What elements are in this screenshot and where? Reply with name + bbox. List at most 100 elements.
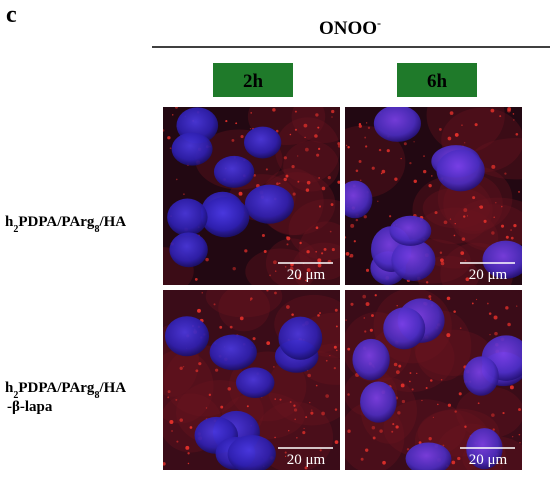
- speckle: [454, 223, 456, 225]
- cytoplasm: [426, 107, 505, 153]
- speckle: [284, 451, 287, 454]
- column-box: [397, 63, 477, 97]
- speckle: [317, 126, 320, 129]
- speckle: [337, 144, 340, 148]
- speckle: [266, 341, 271, 345]
- speckle: [442, 444, 445, 447]
- speckle: [347, 393, 350, 396]
- nucleus: [201, 197, 250, 238]
- speckle: [512, 119, 515, 121]
- row-label-subscript: 2: [13, 390, 18, 401]
- speckle: [371, 166, 375, 170]
- speckle: [504, 172, 507, 175]
- speckle: [446, 296, 451, 301]
- cytoplasm: [458, 204, 522, 252]
- speckle: [365, 302, 370, 307]
- speckle: [205, 257, 209, 262]
- cytoplasm: [383, 399, 467, 458]
- speckle: [499, 115, 502, 118]
- speckle: [518, 190, 521, 193]
- speckle: [335, 441, 337, 443]
- speckle: [306, 180, 311, 185]
- row-label-part: /HA: [98, 214, 126, 230]
- speckle: [306, 250, 310, 254]
- speckle: [363, 317, 366, 319]
- speckle: [512, 113, 515, 115]
- speckle: [169, 147, 172, 150]
- speckle: [240, 135, 244, 139]
- speckle: [446, 333, 451, 338]
- speckle: [235, 122, 238, 125]
- speckle: [430, 379, 433, 382]
- speckle: [491, 413, 495, 417]
- column-label: 6h: [427, 71, 448, 92]
- speckle: [167, 396, 170, 399]
- speckle: [461, 124, 463, 127]
- speckle: [465, 277, 470, 282]
- speckle: [227, 387, 231, 391]
- speckle: [289, 266, 294, 271]
- row-label-part: h: [5, 380, 14, 396]
- speckle: [198, 362, 202, 366]
- nucleus: [227, 435, 276, 470]
- speckle: [493, 315, 498, 320]
- row-label-part: /HA: [98, 380, 126, 396]
- nucleus: [164, 316, 210, 357]
- speckle: [291, 313, 294, 316]
- micrograph: 20 μm: [345, 107, 522, 285]
- speckle: [317, 314, 320, 317]
- speckle: [304, 466, 308, 470]
- micrograph-content: [163, 290, 340, 470]
- speckle: [360, 457, 364, 461]
- speckle: [294, 110, 297, 113]
- speckle: [298, 274, 301, 277]
- speckle: [296, 437, 298, 439]
- speckle: [365, 122, 368, 124]
- speckle: [266, 290, 269, 292]
- speckle: [304, 136, 306, 139]
- nucleus: [167, 198, 208, 236]
- speckle: [505, 235, 509, 239]
- scale-bar-label: 20 μm: [287, 267, 326, 283]
- speckle: [294, 128, 298, 131]
- speckle: [329, 354, 331, 357]
- speckle: [395, 370, 400, 375]
- speckle: [213, 303, 216, 306]
- speckle: [195, 369, 199, 373]
- speckle: [319, 449, 322, 452]
- nucleus: [405, 442, 452, 470]
- micrograph-content: [163, 107, 340, 285]
- row-label-subscript: 2: [13, 224, 18, 235]
- speckle: [325, 359, 328, 362]
- speckle: [479, 205, 484, 209]
- speckle: [358, 160, 362, 163]
- speckle: [316, 153, 320, 157]
- speckle: [493, 216, 495, 218]
- speckle: [409, 161, 412, 165]
- speckle: [292, 192, 296, 196]
- speckle: [490, 108, 495, 113]
- speckle: [374, 294, 377, 297]
- speckle: [471, 302, 474, 305]
- title-main: ONOO: [319, 18, 377, 39]
- speckle: [205, 407, 208, 409]
- speckle: [283, 177, 287, 182]
- speckle: [174, 107, 178, 109]
- speckle: [372, 436, 376, 440]
- speckle: [310, 411, 314, 415]
- speckle: [275, 270, 277, 272]
- speckle: [315, 113, 319, 117]
- speckle: [459, 327, 462, 329]
- speckle: [284, 455, 287, 457]
- cytoplasm: [288, 199, 340, 260]
- speckle: [464, 425, 467, 428]
- speckle: [364, 136, 367, 139]
- speckle: [323, 247, 327, 251]
- nucleus: [209, 334, 257, 371]
- speckle: [303, 427, 305, 430]
- speckle: [333, 345, 337, 349]
- speckle: [367, 126, 371, 130]
- speckle: [464, 142, 466, 144]
- speckle: [272, 108, 276, 112]
